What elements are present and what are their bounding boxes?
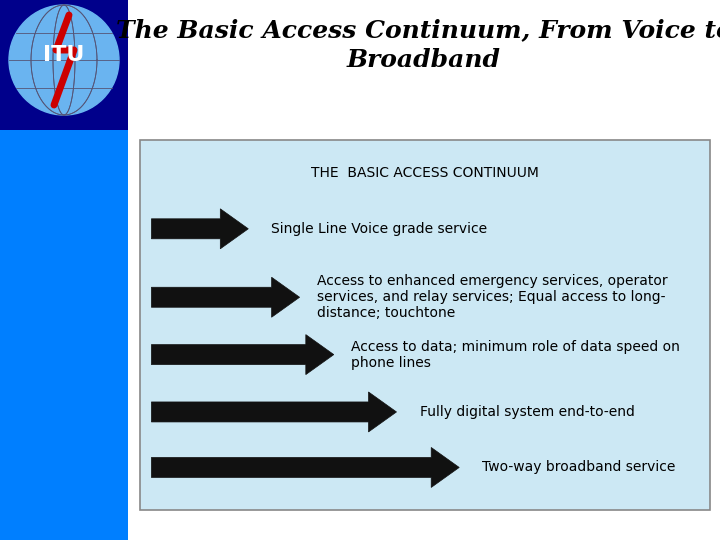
Text: The Basic Access Continuum, From Voice to: The Basic Access Continuum, From Voice t…	[116, 18, 720, 42]
Text: THE  BASIC ACCESS CONTINUUM: THE BASIC ACCESS CONTINUUM	[311, 166, 539, 180]
Text: Access to data; minimum role of data speed on
phone lines: Access to data; minimum role of data spe…	[351, 340, 680, 370]
Text: Two-way broadband service: Two-way broadband service	[482, 461, 675, 475]
Text: Single Line Voice grade service: Single Line Voice grade service	[271, 222, 487, 236]
Polygon shape	[151, 392, 397, 432]
Bar	[140, 140, 710, 510]
Polygon shape	[151, 209, 248, 249]
Polygon shape	[151, 335, 334, 375]
Polygon shape	[151, 448, 459, 488]
Text: Fully digital system end-to-end: Fully digital system end-to-end	[420, 405, 634, 419]
Text: Broadband: Broadband	[347, 48, 501, 72]
Circle shape	[9, 5, 119, 115]
Polygon shape	[151, 277, 300, 318]
Bar	[0, 0, 128, 130]
Bar	[128, 0, 720, 130]
Bar	[0, 130, 128, 540]
Text: ITU: ITU	[43, 45, 85, 65]
Text: Access to enhanced emergency services, operator
services, and relay services; Eq: Access to enhanced emergency services, o…	[317, 274, 667, 320]
